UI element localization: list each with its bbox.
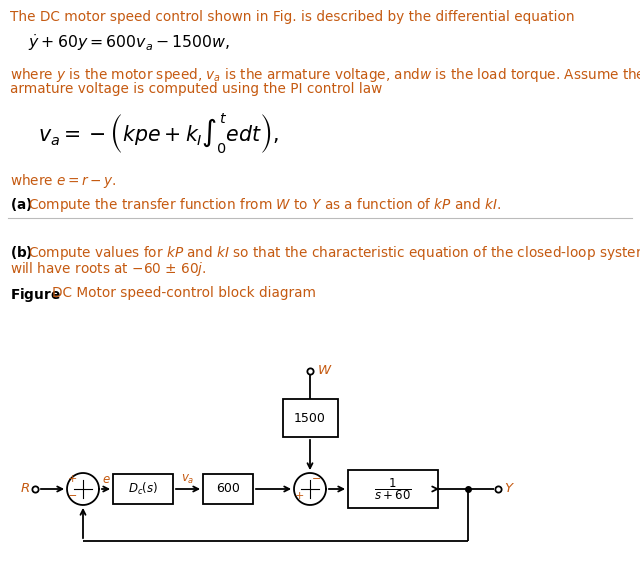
Text: will have roots at −60 ± 60$j$.: will have roots at −60 ± 60$j$. bbox=[10, 260, 207, 278]
Text: +: + bbox=[68, 474, 77, 484]
Text: $Y$: $Y$ bbox=[504, 482, 515, 495]
Text: −: − bbox=[68, 491, 77, 501]
Text: $v_a$: $v_a$ bbox=[181, 473, 195, 486]
Text: $v_a = -\left(kpe + k_I\int_0^t edt\right),$: $v_a = -\left(kpe + k_I\int_0^t edt\righ… bbox=[38, 112, 279, 157]
Text: $\dot{y} + 60y = 600v_a - 1500w,$: $\dot{y} + 60y = 600v_a - 1500w,$ bbox=[28, 32, 230, 53]
Text: $\mathbf{(a)}$: $\mathbf{(a)}$ bbox=[10, 196, 33, 213]
Text: 600: 600 bbox=[216, 482, 240, 495]
Text: armature voltage is computed using the PI control law: armature voltage is computed using the P… bbox=[10, 82, 382, 96]
Text: $\mathbf{Figure}$: $\mathbf{Figure}$ bbox=[10, 286, 61, 304]
FancyBboxPatch shape bbox=[203, 474, 253, 504]
Text: $R$: $R$ bbox=[20, 482, 30, 495]
Text: Compute the transfer function from $W$ to $Y$ as a function of $kP$ and $kI$.: Compute the transfer function from $W$ t… bbox=[28, 196, 501, 214]
FancyBboxPatch shape bbox=[283, 399, 338, 437]
Text: Compute values for $kP$ and $kI$ so that the characteristic equation of the clos: Compute values for $kP$ and $kI$ so that… bbox=[28, 244, 640, 262]
Text: The DC motor speed control shown in Fig. is described by the differential equati: The DC motor speed control shown in Fig.… bbox=[10, 10, 575, 24]
Text: where $y$ is the motor speed, $v_a$ is the armature voltage, and$w$ is the load : where $y$ is the motor speed, $v_a$ is t… bbox=[10, 66, 640, 84]
Text: 1500: 1500 bbox=[294, 412, 326, 425]
Text: $\mathbf{(b)}$: $\mathbf{(b)}$ bbox=[10, 244, 33, 261]
Text: $W$: $W$ bbox=[317, 363, 333, 377]
Text: −: − bbox=[312, 474, 321, 484]
FancyBboxPatch shape bbox=[113, 474, 173, 504]
FancyBboxPatch shape bbox=[348, 470, 438, 508]
Text: $D_c(s)$: $D_c(s)$ bbox=[128, 481, 158, 497]
Text: $e$: $e$ bbox=[102, 473, 110, 486]
Text: +: + bbox=[295, 491, 305, 501]
Text: DC Motor speed-control block diagram: DC Motor speed-control block diagram bbox=[52, 286, 316, 300]
Text: where $e = r - y$.: where $e = r - y$. bbox=[10, 172, 117, 190]
Text: $\dfrac{1}{s+60}$: $\dfrac{1}{s+60}$ bbox=[374, 476, 412, 502]
